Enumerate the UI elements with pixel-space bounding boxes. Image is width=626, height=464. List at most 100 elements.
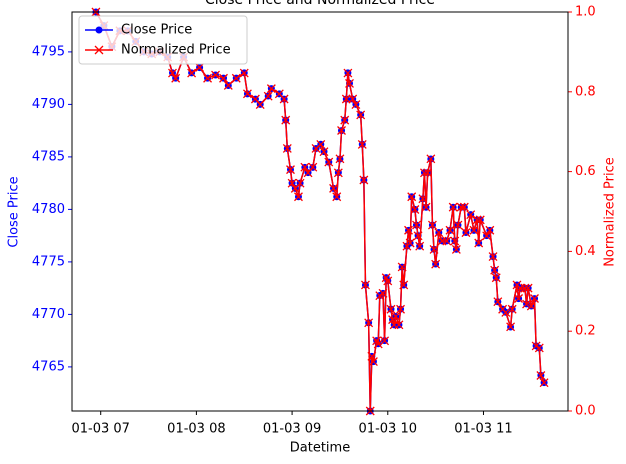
point-marker <box>474 238 484 248</box>
point-marker <box>482 231 492 241</box>
point-marker <box>453 220 463 230</box>
point-marker <box>394 320 404 330</box>
point-marker <box>429 244 439 254</box>
point-marker <box>171 73 181 83</box>
point-marker <box>475 215 485 225</box>
point-marker <box>426 154 436 164</box>
point-marker <box>386 304 396 314</box>
point-marker <box>506 322 516 332</box>
legend-box <box>78 15 248 65</box>
y2-axis-label: Normalized Price <box>603 157 618 267</box>
point-marker <box>316 140 326 149</box>
point-marker <box>333 168 343 178</box>
y-tick-label: 4765 <box>32 359 65 374</box>
point-marker <box>286 165 295 175</box>
y-tick-label: 4780 <box>32 202 65 217</box>
point-marker <box>94 45 104 55</box>
point-marker <box>423 168 433 178</box>
point-marker <box>488 252 498 262</box>
x-tick-label: 01-03 08 <box>167 422 225 437</box>
point-marker <box>404 225 413 235</box>
point-marker <box>359 175 369 185</box>
y-tick-label: 4770 <box>32 307 65 322</box>
point-marker <box>434 228 444 238</box>
point-marker <box>231 73 241 83</box>
point-marker <box>329 183 339 193</box>
x-tick-label: 01-03 09 <box>263 422 321 437</box>
point-marker <box>332 192 342 202</box>
point-marker <box>472 215 482 225</box>
point-marker <box>360 280 370 290</box>
point-marker <box>427 220 437 230</box>
point-marker <box>95 26 103 34</box>
point-marker <box>421 202 431 212</box>
point-marker <box>412 220 421 230</box>
legend-label: Normalized Price <box>121 43 231 58</box>
point-marker <box>368 357 378 366</box>
point-marker <box>501 307 511 317</box>
point-marker <box>461 228 471 238</box>
point-marker <box>534 343 544 353</box>
point-marker <box>340 115 350 125</box>
point-marker <box>348 94 358 104</box>
point-marker <box>442 236 452 246</box>
point-marker <box>223 80 233 90</box>
point-marker <box>255 100 265 110</box>
y-tick-label: 4795 <box>32 44 65 59</box>
point-marker <box>469 225 479 235</box>
point-marker <box>450 236 460 246</box>
point-marker <box>431 259 441 269</box>
point-marker <box>281 115 291 125</box>
chart-title: Close Price and Normalized Price <box>205 0 435 8</box>
point-marker <box>391 311 401 321</box>
point-marker <box>514 294 524 303</box>
point-marker <box>266 84 276 94</box>
point-marker <box>373 339 383 349</box>
point-marker <box>343 68 353 78</box>
point-marker <box>357 140 367 149</box>
point-marker <box>410 205 420 214</box>
point-marker <box>456 202 466 212</box>
point-marker <box>324 157 334 167</box>
point-marker <box>490 265 500 275</box>
point-marker <box>448 202 458 212</box>
point-marker <box>263 91 273 101</box>
point-marker <box>367 351 377 361</box>
y-tick-label: 4790 <box>32 97 65 112</box>
point-marker <box>491 273 501 283</box>
point-marker <box>364 318 374 328</box>
point-marker <box>219 73 228 83</box>
point-marker <box>507 304 517 314</box>
point-marker <box>341 94 351 104</box>
point-marker <box>536 371 546 380</box>
point-marker <box>282 143 292 153</box>
point-marker <box>415 241 425 251</box>
point-marker <box>396 304 405 314</box>
point-marker <box>211 70 220 80</box>
point-marker <box>279 94 289 104</box>
point-marker <box>335 154 345 164</box>
y2-tick-label: 0.0 <box>575 404 596 419</box>
point-marker <box>522 299 531 309</box>
point-marker <box>526 301 536 311</box>
point-marker <box>351 100 361 110</box>
point-marker <box>187 68 197 78</box>
point-marker <box>407 192 417 202</box>
point-marker <box>380 336 390 346</box>
y2-tick-label: 0.8 <box>575 84 596 99</box>
point-marker <box>319 147 329 157</box>
point-marker <box>413 231 423 241</box>
point-marker <box>399 280 409 290</box>
plot-frame <box>71 11 569 412</box>
legend: Close Price Normalized Price <box>78 15 248 65</box>
point-marker <box>168 68 177 78</box>
point-marker <box>356 110 366 120</box>
point-marker <box>337 126 346 135</box>
point-marker <box>308 162 318 172</box>
point-marker <box>300 162 310 172</box>
y2-tick-label: 0.6 <box>575 164 596 179</box>
point-marker <box>420 168 429 178</box>
point-marker <box>378 288 388 298</box>
